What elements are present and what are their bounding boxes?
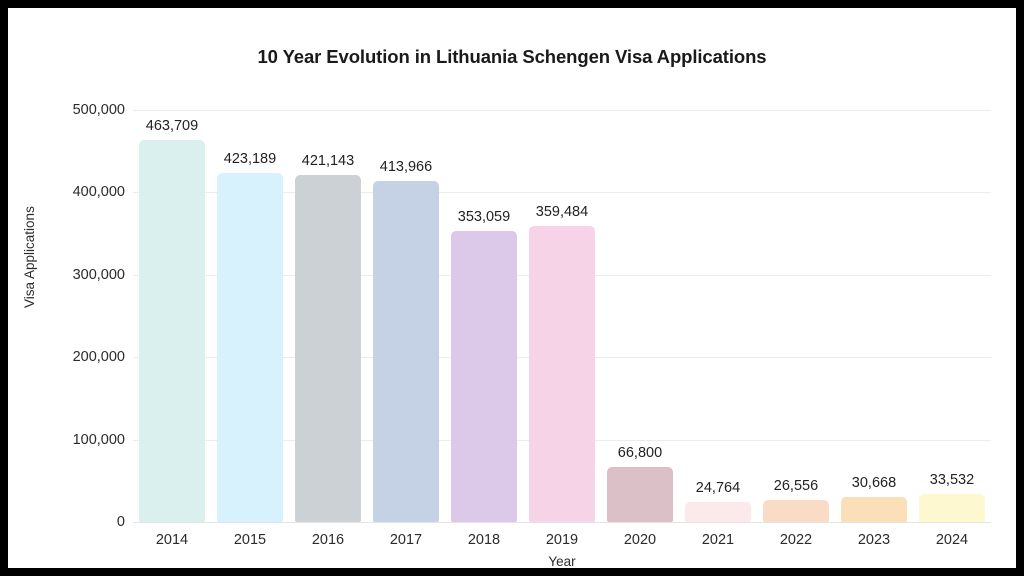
- bar[interactable]: [840, 496, 908, 522]
- y-axis-tick-label: 200,000: [72, 349, 125, 366]
- x-axis-tick-label: 2015: [233, 532, 267, 548]
- bar[interactable]: [684, 501, 752, 522]
- plot-area: 0 100,000 200,000 300,000 400,000 500,000 463…: [73, 102, 991, 548]
- x-axis-tick-label: 2022: [779, 532, 813, 548]
- bar-value-label: 413,966: [379, 158, 433, 175]
- chart-title: 10 Year Evolution in Lithuania Schengen …: [257, 46, 767, 67]
- bar[interactable]: [528, 225, 596, 522]
- bar[interactable]: [294, 174, 362, 522]
- y-axis-tick-label: 0: [116, 514, 125, 530]
- bar[interactable]: [450, 231, 518, 522]
- bar-value-label: 24,764: [695, 479, 741, 496]
- bar[interactable]: [138, 139, 206, 522]
- x-axis-tick-label: 2019: [545, 532, 579, 548]
- y-axis-tick-label: 500,000: [72, 102, 125, 118]
- x-axis-tick-label: 2018: [467, 532, 501, 548]
- x-axis-tick-label: 2020: [623, 532, 657, 548]
- x-axis-tick-label: 2014: [155, 532, 189, 548]
- x-axis-tick-label: 2023: [857, 532, 891, 548]
- bar-value-label: 359,484: [535, 203, 589, 220]
- x-axis-title: Year: [548, 554, 576, 568]
- bar-value-label: 463,709: [145, 117, 199, 134]
- bar-group: 413,966 2017: [372, 110, 440, 548]
- gridline: [133, 522, 991, 523]
- bar-group: 353,059 2018: [450, 110, 518, 548]
- bar-group: 423,189 2015: [216, 110, 284, 548]
- bar-group: 463,709 2014: [138, 110, 206, 548]
- gridline: [133, 110, 991, 111]
- y-axis-tick-label: 100,000: [72, 431, 125, 448]
- bar-group: 421,143 2016: [294, 110, 362, 548]
- bar-group: 30,668 2023: [840, 110, 908, 548]
- bar-value-label: 353,059: [457, 209, 511, 226]
- x-axis-tick-label: 2017: [389, 532, 423, 548]
- bar-group: 66,800 2020: [606, 110, 674, 548]
- x-axis-tick-label: 2021: [701, 532, 735, 548]
- x-axis-tick-label: 2024: [935, 532, 969, 548]
- gridline: [133, 192, 991, 194]
- bar-group: 359,484 2019: [528, 110, 596, 548]
- bar[interactable]: [606, 466, 674, 522]
- bar-value-label: 66,800: [617, 444, 663, 461]
- bar[interactable]: [372, 180, 440, 522]
- chart-canvas: 10 Year Evolution in Lithuania Schengen …: [8, 8, 1016, 568]
- bar-value-label: 30,668: [851, 474, 897, 491]
- bar-value-label: 26,556: [773, 478, 819, 495]
- bar[interactable]: [762, 500, 830, 522]
- bar[interactable]: [216, 173, 284, 522]
- bar[interactable]: [918, 494, 986, 522]
- y-axis-tick-label: 400,000: [72, 184, 125, 201]
- bar-group: 33,532 2024: [918, 110, 986, 548]
- x-axis-tick-label: 2016: [311, 532, 345, 548]
- bar-value-label: 33,532: [929, 472, 975, 489]
- bar-group: 24,764 2021: [684, 110, 752, 548]
- y-axis-title: Visa Applications: [22, 206, 37, 308]
- bar-group: 26,556 2022: [762, 110, 830, 548]
- y-axis-tick-label: 300,000: [72, 266, 125, 283]
- bar-value-label: 423,189: [223, 151, 277, 168]
- bar-value-label: 421,143: [301, 152, 355, 169]
